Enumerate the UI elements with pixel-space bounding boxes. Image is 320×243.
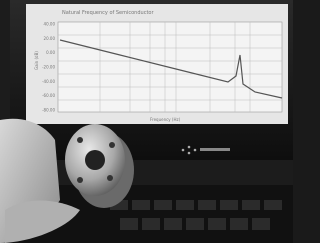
- screen-y-tick: -80.00: [42, 108, 55, 113]
- part-bore: [85, 150, 105, 170]
- screen-title: Natural Frequency of Semiconductor: [62, 10, 154, 16]
- part-hole: [77, 137, 83, 143]
- screen-y-tick: 0.00: [46, 50, 55, 55]
- part-hole: [77, 177, 83, 183]
- screen-y-tick: 40.00: [44, 22, 56, 27]
- screen-x-label: Frequency (Hz): [150, 117, 181, 122]
- photo: Natural Frequency of Semiconductor Gain …: [0, 0, 293, 243]
- screen-y-tick: -60.00: [42, 93, 55, 98]
- part-hole: [109, 142, 115, 148]
- screen-y-tick: 20.00: [44, 36, 56, 41]
- screen-y-tick: -20.00: [42, 65, 55, 70]
- screen-y-tick: -40.00: [42, 79, 55, 84]
- screen-y-label: Gain (dB): [34, 51, 39, 70]
- part-hole: [107, 175, 113, 181]
- page: Natural Frequency of Semiconductor Gain …: [0, 0, 293, 243]
